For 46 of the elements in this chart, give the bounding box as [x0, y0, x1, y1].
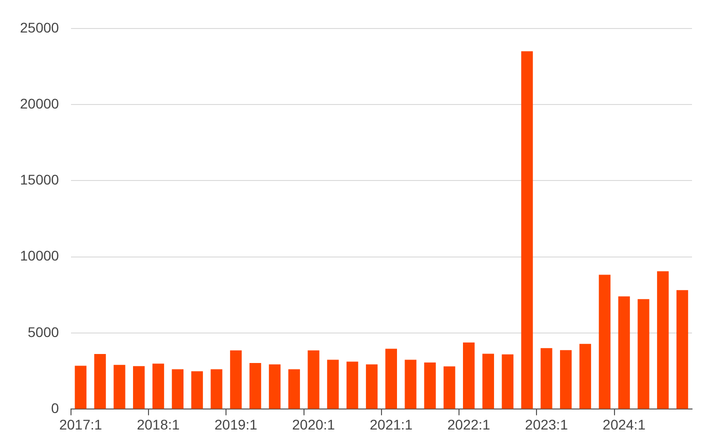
x-tick-label: 2024:1 [602, 416, 646, 432]
bar [676, 290, 688, 409]
bar [230, 350, 242, 409]
bar [308, 350, 320, 409]
bar [327, 360, 339, 409]
bar [268, 364, 281, 409]
bar [288, 369, 300, 409]
bar [444, 366, 456, 409]
bar [502, 354, 514, 409]
bar [385, 348, 397, 409]
x-tick-label: 2022:1 [447, 416, 490, 432]
bar [521, 51, 533, 409]
bar [462, 342, 475, 409]
bar [366, 364, 378, 409]
bar [249, 363, 262, 409]
x-tick-label: 2021:1 [370, 416, 413, 432]
y-tick-label: 10000 [20, 248, 60, 264]
bar [540, 348, 552, 409]
x-tick-label: 2018:1 [136, 416, 180, 432]
bar [598, 274, 610, 409]
bar [579, 344, 592, 409]
x-tick-label: 2020:1 [292, 416, 336, 432]
bar [94, 354, 106, 409]
bar [346, 362, 358, 409]
bar [404, 360, 416, 409]
bar [152, 364, 164, 409]
bar [133, 366, 145, 409]
y-tick-label: 0 [51, 400, 60, 416]
bar [172, 369, 184, 409]
bar [191, 371, 203, 409]
bar [618, 296, 630, 409]
x-tick-label: 2019:1 [214, 416, 258, 432]
bar [74, 366, 86, 409]
bar [424, 362, 436, 409]
x-tick-label: 2017:1 [59, 416, 102, 432]
y-tick-label: 20000 [20, 95, 60, 112]
bar [482, 354, 494, 409]
bar [638, 299, 650, 409]
x-tick-label: 2023:1 [525, 416, 568, 432]
bar [560, 350, 572, 409]
bar [210, 369, 222, 409]
bar [657, 271, 669, 409]
y-tick-label: 25000 [20, 19, 60, 36]
y-tick-label: 5000 [28, 324, 60, 340]
bar [114, 364, 126, 409]
y-tick-label: 15000 [20, 172, 60, 188]
